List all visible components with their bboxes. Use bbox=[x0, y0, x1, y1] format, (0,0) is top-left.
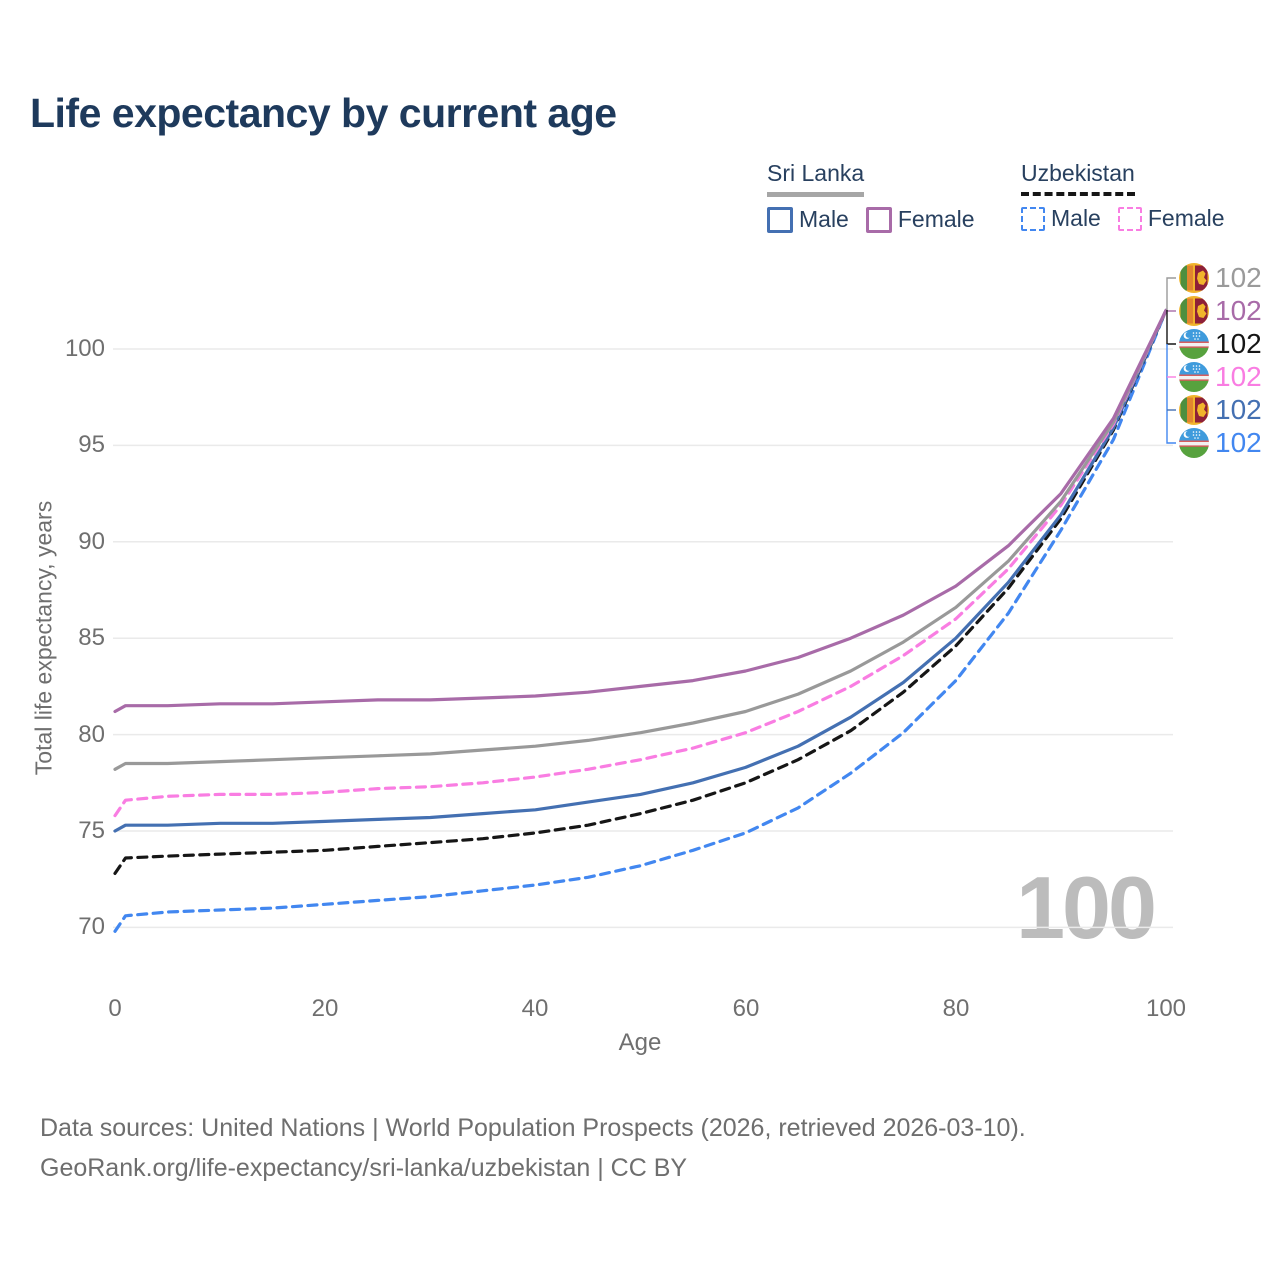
y-tick-label-85: 85 bbox=[78, 624, 105, 651]
sri-lanka-flag-icon bbox=[1179, 296, 1209, 326]
x-tick-label-60: 60 bbox=[732, 995, 760, 1022]
legend-items-uzbekistan: Male Female bbox=[1021, 205, 1225, 232]
uzbekistan-flag-icon bbox=[1179, 329, 1209, 359]
leader-line bbox=[1166, 277, 1176, 310]
end-label-value: 102 bbox=[1215, 361, 1262, 392]
end-label-sri-lanka-female: 102 bbox=[1179, 296, 1262, 326]
leader-line bbox=[1166, 344, 1176, 444]
footer-link: GeoRank.org/life-expectancy/sri-lanka/uz… bbox=[40, 1154, 688, 1182]
x-tick-label-20: 20 bbox=[311, 995, 339, 1022]
series-line-sri-lanka-male[interactable] bbox=[113, 308, 1168, 833]
checkbox-icon[interactable] bbox=[1117, 206, 1142, 231]
legend-item-sri-lanka-male[interactable]: Male bbox=[767, 206, 849, 233]
x-tick-label-0: 0 bbox=[108, 995, 122, 1022]
x-tick-label-100: 100 bbox=[1145, 995, 1187, 1022]
end-label-value: 102 bbox=[1215, 295, 1262, 326]
series-line-uzbekistan[interactable] bbox=[113, 308, 1168, 876]
legend-item-label: Male bbox=[1051, 205, 1101, 231]
legend-item-uzbekistan-female[interactable]: Female bbox=[1117, 205, 1225, 232]
y-tick-label-80: 80 bbox=[78, 721, 105, 748]
legend-item-sri-lanka-female[interactable]: Female bbox=[865, 206, 975, 233]
legend-country-sri-lanka[interactable]: Sri Lanka bbox=[767, 160, 865, 197]
footer: Data sources: United Nations | World Pop… bbox=[40, 1108, 1026, 1188]
footer-sources: Data sources: United Nations | World Pop… bbox=[40, 1114, 1026, 1142]
series-line-sri-lanka[interactable] bbox=[113, 308, 1168, 771]
x-tick-label-40: 40 bbox=[521, 995, 549, 1022]
legend-group-uzbekistan: Uzbekistan Male Female bbox=[1021, 160, 1225, 232]
end-label-value: 102 bbox=[1215, 427, 1262, 458]
series-line-uzbekistan-male[interactable] bbox=[113, 308, 1168, 933]
legend-item-uzbekistan-male[interactable]: Male bbox=[1021, 205, 1101, 232]
legend-item-label: Female bbox=[1147, 205, 1225, 231]
end-label-uzbekistan-female: 102 bbox=[1179, 362, 1262, 392]
end-label-value: 102 bbox=[1215, 262, 1262, 293]
checkbox-icon[interactable] bbox=[865, 206, 892, 233]
checkbox-icon[interactable] bbox=[1021, 206, 1045, 231]
legend-item-label: Female bbox=[897, 206, 975, 232]
age-counter-watermark: 100 bbox=[1016, 858, 1157, 957]
leader-line bbox=[1166, 310, 1176, 345]
end-label-sri-lanka: 102 bbox=[1179, 263, 1262, 293]
end-label-uzbekistan-male: 102 bbox=[1179, 428, 1262, 458]
y-tick-label-75: 75 bbox=[78, 817, 105, 844]
y-tick-label-95: 95 bbox=[78, 431, 105, 458]
y-tick-label-70: 70 bbox=[78, 913, 105, 940]
uzbekistan-flag-icon bbox=[1179, 428, 1209, 458]
end-label-value: 102 bbox=[1215, 394, 1262, 425]
legend-item-label: Male bbox=[799, 206, 849, 232]
end-label-uzbekistan: 102 bbox=[1179, 329, 1262, 359]
checkbox-icon[interactable] bbox=[767, 206, 793, 233]
y-tick-label-100: 100 bbox=[64, 335, 105, 362]
x-tick-label-80: 80 bbox=[942, 995, 970, 1022]
series-line-uzbekistan-female[interactable] bbox=[113, 308, 1168, 818]
legend-country-uzbekistan[interactable]: Uzbekistan bbox=[1021, 160, 1135, 196]
sri-lanka-flag-icon bbox=[1179, 395, 1209, 425]
series-line-sri-lanka-female[interactable] bbox=[113, 308, 1168, 714]
y-tick-label-90: 90 bbox=[78, 528, 105, 555]
end-label-value: 102 bbox=[1215, 328, 1262, 359]
legend-items-sri-lanka: Male Female bbox=[767, 206, 975, 233]
x-axis-title: Age bbox=[618, 1029, 662, 1056]
uzbekistan-flag-icon bbox=[1179, 362, 1209, 392]
legend-group-sri-lanka: Sri Lanka Male Female bbox=[767, 160, 975, 233]
end-label-sri-lanka-male: 102 bbox=[1179, 395, 1262, 425]
sri-lanka-flag-icon bbox=[1179, 263, 1209, 293]
page-title: Life expectancy by current age bbox=[30, 90, 617, 136]
y-axis-title: Total life expectancy, years bbox=[30, 500, 57, 776]
